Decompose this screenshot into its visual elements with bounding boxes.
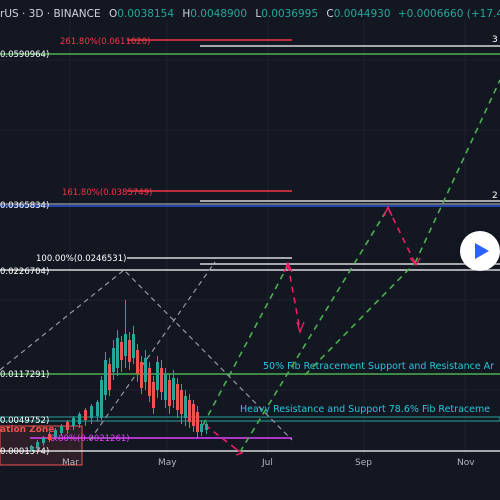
target-3-label: 3	[492, 35, 498, 45]
symbol-header: rUS · 3D · BINANCE O0.0038154 H0.0048900…	[0, 6, 500, 22]
close-label: C	[326, 8, 334, 20]
projection-pink[interactable]	[204, 207, 416, 453]
wedge-upper[interactable]	[89, 261, 216, 441]
candle-body[interactable]	[144, 358, 147, 382]
heavy-annotation: Heavy Resistance and Support 78.6% Fib R…	[240, 404, 490, 415]
candle-body[interactable]	[54, 430, 57, 437]
time-tick-may: May	[158, 458, 177, 468]
low-value: 0.0036995	[261, 8, 319, 20]
change-value: +0.0006660 (+17.40%)	[397, 8, 500, 20]
accumulation-zone[interactable]	[0, 425, 83, 466]
play-icon	[475, 243, 489, 259]
time-tick-jul: Jul	[262, 458, 273, 468]
low-label: L	[255, 8, 262, 20]
fib-261-label: 261.80%(0.0611020)	[60, 37, 150, 47]
time-tick-nov: Nov	[457, 458, 475, 468]
candle-body[interactable]	[128, 340, 131, 362]
target-2-label: 2	[492, 191, 498, 201]
time-tick-sep: Sep	[355, 458, 372, 468]
candle-body[interactable]	[66, 422, 69, 430]
candle-body[interactable]	[78, 414, 81, 424]
candle-body[interactable]	[84, 410, 87, 420]
zone-label: ation Zone	[0, 425, 54, 435]
level-2-label: 0.0365834)	[0, 201, 49, 211]
candle-body[interactable]	[124, 334, 127, 356]
arrow-heads	[235, 205, 421, 456]
fib-161-label: 161.80%(0.0385749)	[62, 188, 152, 198]
time-tick-mar: Mar	[62, 458, 79, 468]
time-axis: Mar May Jul Sep Nov	[0, 452, 500, 500]
candle-body[interactable]	[30, 446, 33, 450]
candle-body[interactable]	[72, 418, 75, 426]
candle-body[interactable]	[90, 406, 93, 418]
candle-body[interactable]	[180, 390, 183, 414]
candle-body[interactable]	[168, 380, 171, 406]
candle-body[interactable]	[205, 424, 208, 430]
candle-body[interactable]	[160, 368, 163, 392]
candle-body[interactable]	[108, 364, 111, 390]
open-label: O	[108, 8, 118, 20]
candle-body[interactable]	[172, 378, 175, 400]
projection-green[interactable]	[202, 79, 500, 453]
symbol-label[interactable]: rUS · 3D · BINANCE	[0, 8, 101, 20]
candle-body[interactable]	[136, 350, 139, 374]
close-value: 0.0044930	[333, 8, 391, 20]
fib-100-label: 100.00%(0.0246531)	[36, 254, 126, 264]
high-value: 0.0048900	[190, 8, 248, 20]
candle-body[interactable]	[188, 400, 191, 422]
open-value: 0.0038154	[117, 8, 175, 20]
candle-body[interactable]	[60, 426, 63, 433]
level-6-label: 0.0001574)	[0, 447, 49, 457]
candle-body[interactable]	[164, 374, 167, 400]
level-3-label: 0.0226704)	[0, 267, 49, 277]
play-button[interactable]	[460, 231, 500, 271]
candle-body[interactable]	[192, 404, 195, 426]
candle-body[interactable]	[140, 362, 143, 388]
heavy-resistance-band[interactable]	[0, 416, 500, 422]
candle-body[interactable]	[116, 338, 119, 368]
candle-body[interactable]	[148, 368, 151, 396]
fib50-annotation: 50% Fib Retracement Support and Resistan…	[263, 361, 494, 372]
candle-body[interactable]	[120, 342, 123, 360]
chart-grid	[0, 20, 500, 455]
triangle-pattern[interactable]	[0, 269, 293, 441]
level-1-label: 0.0590964)	[0, 50, 49, 60]
candle-body[interactable]	[156, 362, 159, 390]
candle-body[interactable]	[132, 334, 135, 358]
high-label: H	[182, 8, 191, 20]
candle-body[interactable]	[200, 424, 203, 432]
candlestick-series[interactable]	[30, 300, 208, 452]
level-5-label: 0.0049752)	[0, 416, 49, 426]
candle-body[interactable]	[184, 396, 187, 418]
candle-body[interactable]	[36, 442, 39, 447]
candle-body[interactable]	[42, 438, 45, 443]
candle-body[interactable]	[104, 360, 107, 395]
candle-body[interactable]	[152, 382, 155, 408]
candle-body[interactable]	[48, 434, 51, 440]
candle-body[interactable]	[96, 402, 99, 416]
candle-body[interactable]	[112, 348, 115, 372]
fib-0-label: 0.00%(0.0021261)	[50, 434, 130, 444]
level-4-label: 0.0117291)	[0, 370, 49, 380]
candle-body[interactable]	[100, 380, 103, 418]
candle-body[interactable]	[176, 384, 179, 410]
candle-body[interactable]	[196, 412, 199, 432]
